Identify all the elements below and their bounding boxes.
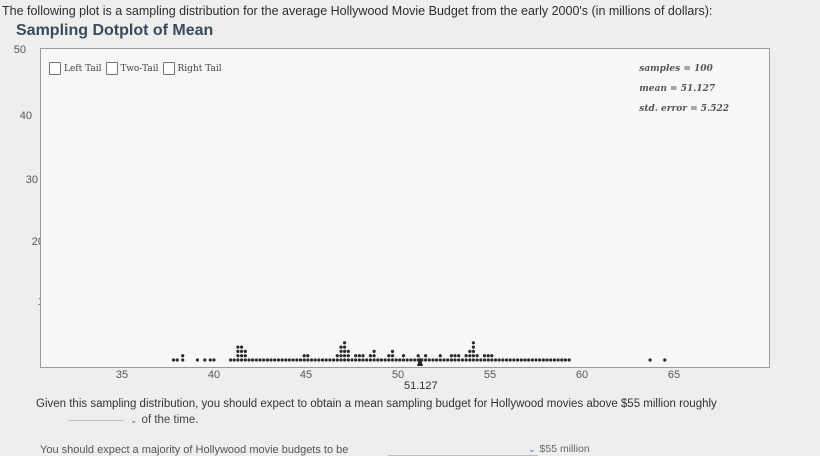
x-tick-55: 55 xyxy=(483,369,497,381)
x-tick-50: 50 xyxy=(391,369,405,381)
mean-marker-label: 51.127 xyxy=(404,380,438,392)
dotplot-panel: Left Tail Two-Tail Right Tail samples = … xyxy=(40,48,770,368)
stat-std-error: std. error = 5.522 xyxy=(639,104,729,114)
two-tail-option[interactable]: Two-Tail xyxy=(105,62,159,75)
left-tail-checkbox[interactable] xyxy=(49,62,61,75)
summary-stats: samples = 100 mean = 51.127 std. error =… xyxy=(639,59,729,119)
budget-select-value: ⌄ $55 million xyxy=(528,443,590,455)
y-tick-30: 30 xyxy=(25,174,38,186)
two-tail-checkbox[interactable] xyxy=(105,62,118,75)
intro-text: The following plot is a sampling distrib… xyxy=(2,4,713,18)
bottom-question-text: You should expect a majority of Hollywoo… xyxy=(40,444,349,456)
x-tick-60: 60 xyxy=(575,369,589,381)
left-tail-label: Left Tail xyxy=(64,63,102,74)
question-tail-text: of the time. xyxy=(141,414,199,426)
right-tail-option[interactable]: Right Tail xyxy=(162,62,222,75)
answer-dropdown[interactable] xyxy=(68,419,124,421)
y-tick-40: 40 xyxy=(19,110,32,122)
stat-samples: samples = 100 xyxy=(639,64,713,74)
tail-options: Left Tail Two-Tail Right Tail xyxy=(49,62,226,75)
question-line2: ⌄ of the time. xyxy=(68,414,198,426)
stat-mean: mean = 51.127 xyxy=(639,84,716,94)
x-tick-35: 35 xyxy=(115,369,129,381)
two-tail-label: Two-Tail xyxy=(120,63,159,74)
x-tick-45: 45 xyxy=(299,369,313,381)
left-tail-option[interactable]: Left Tail xyxy=(49,62,102,75)
right-tail-checkbox[interactable] xyxy=(162,62,175,75)
y-tick-50: 50 xyxy=(13,44,26,56)
mean-marker-arrow xyxy=(417,357,423,366)
chevron-down-icon[interactable]: ⌄ xyxy=(130,414,138,425)
right-tail-label: Right Tail xyxy=(177,63,222,74)
x-tick-65: 65 xyxy=(667,369,681,381)
budget-select[interactable]: ⌄ $55 million xyxy=(388,441,590,456)
chevron-down-icon: ⌄ xyxy=(528,444,536,454)
plot-title: Sampling Dotplot of Mean xyxy=(16,22,214,39)
x-tick-40: 40 xyxy=(207,369,221,381)
question-text: Given this sampling distribution, you sh… xyxy=(36,398,717,410)
